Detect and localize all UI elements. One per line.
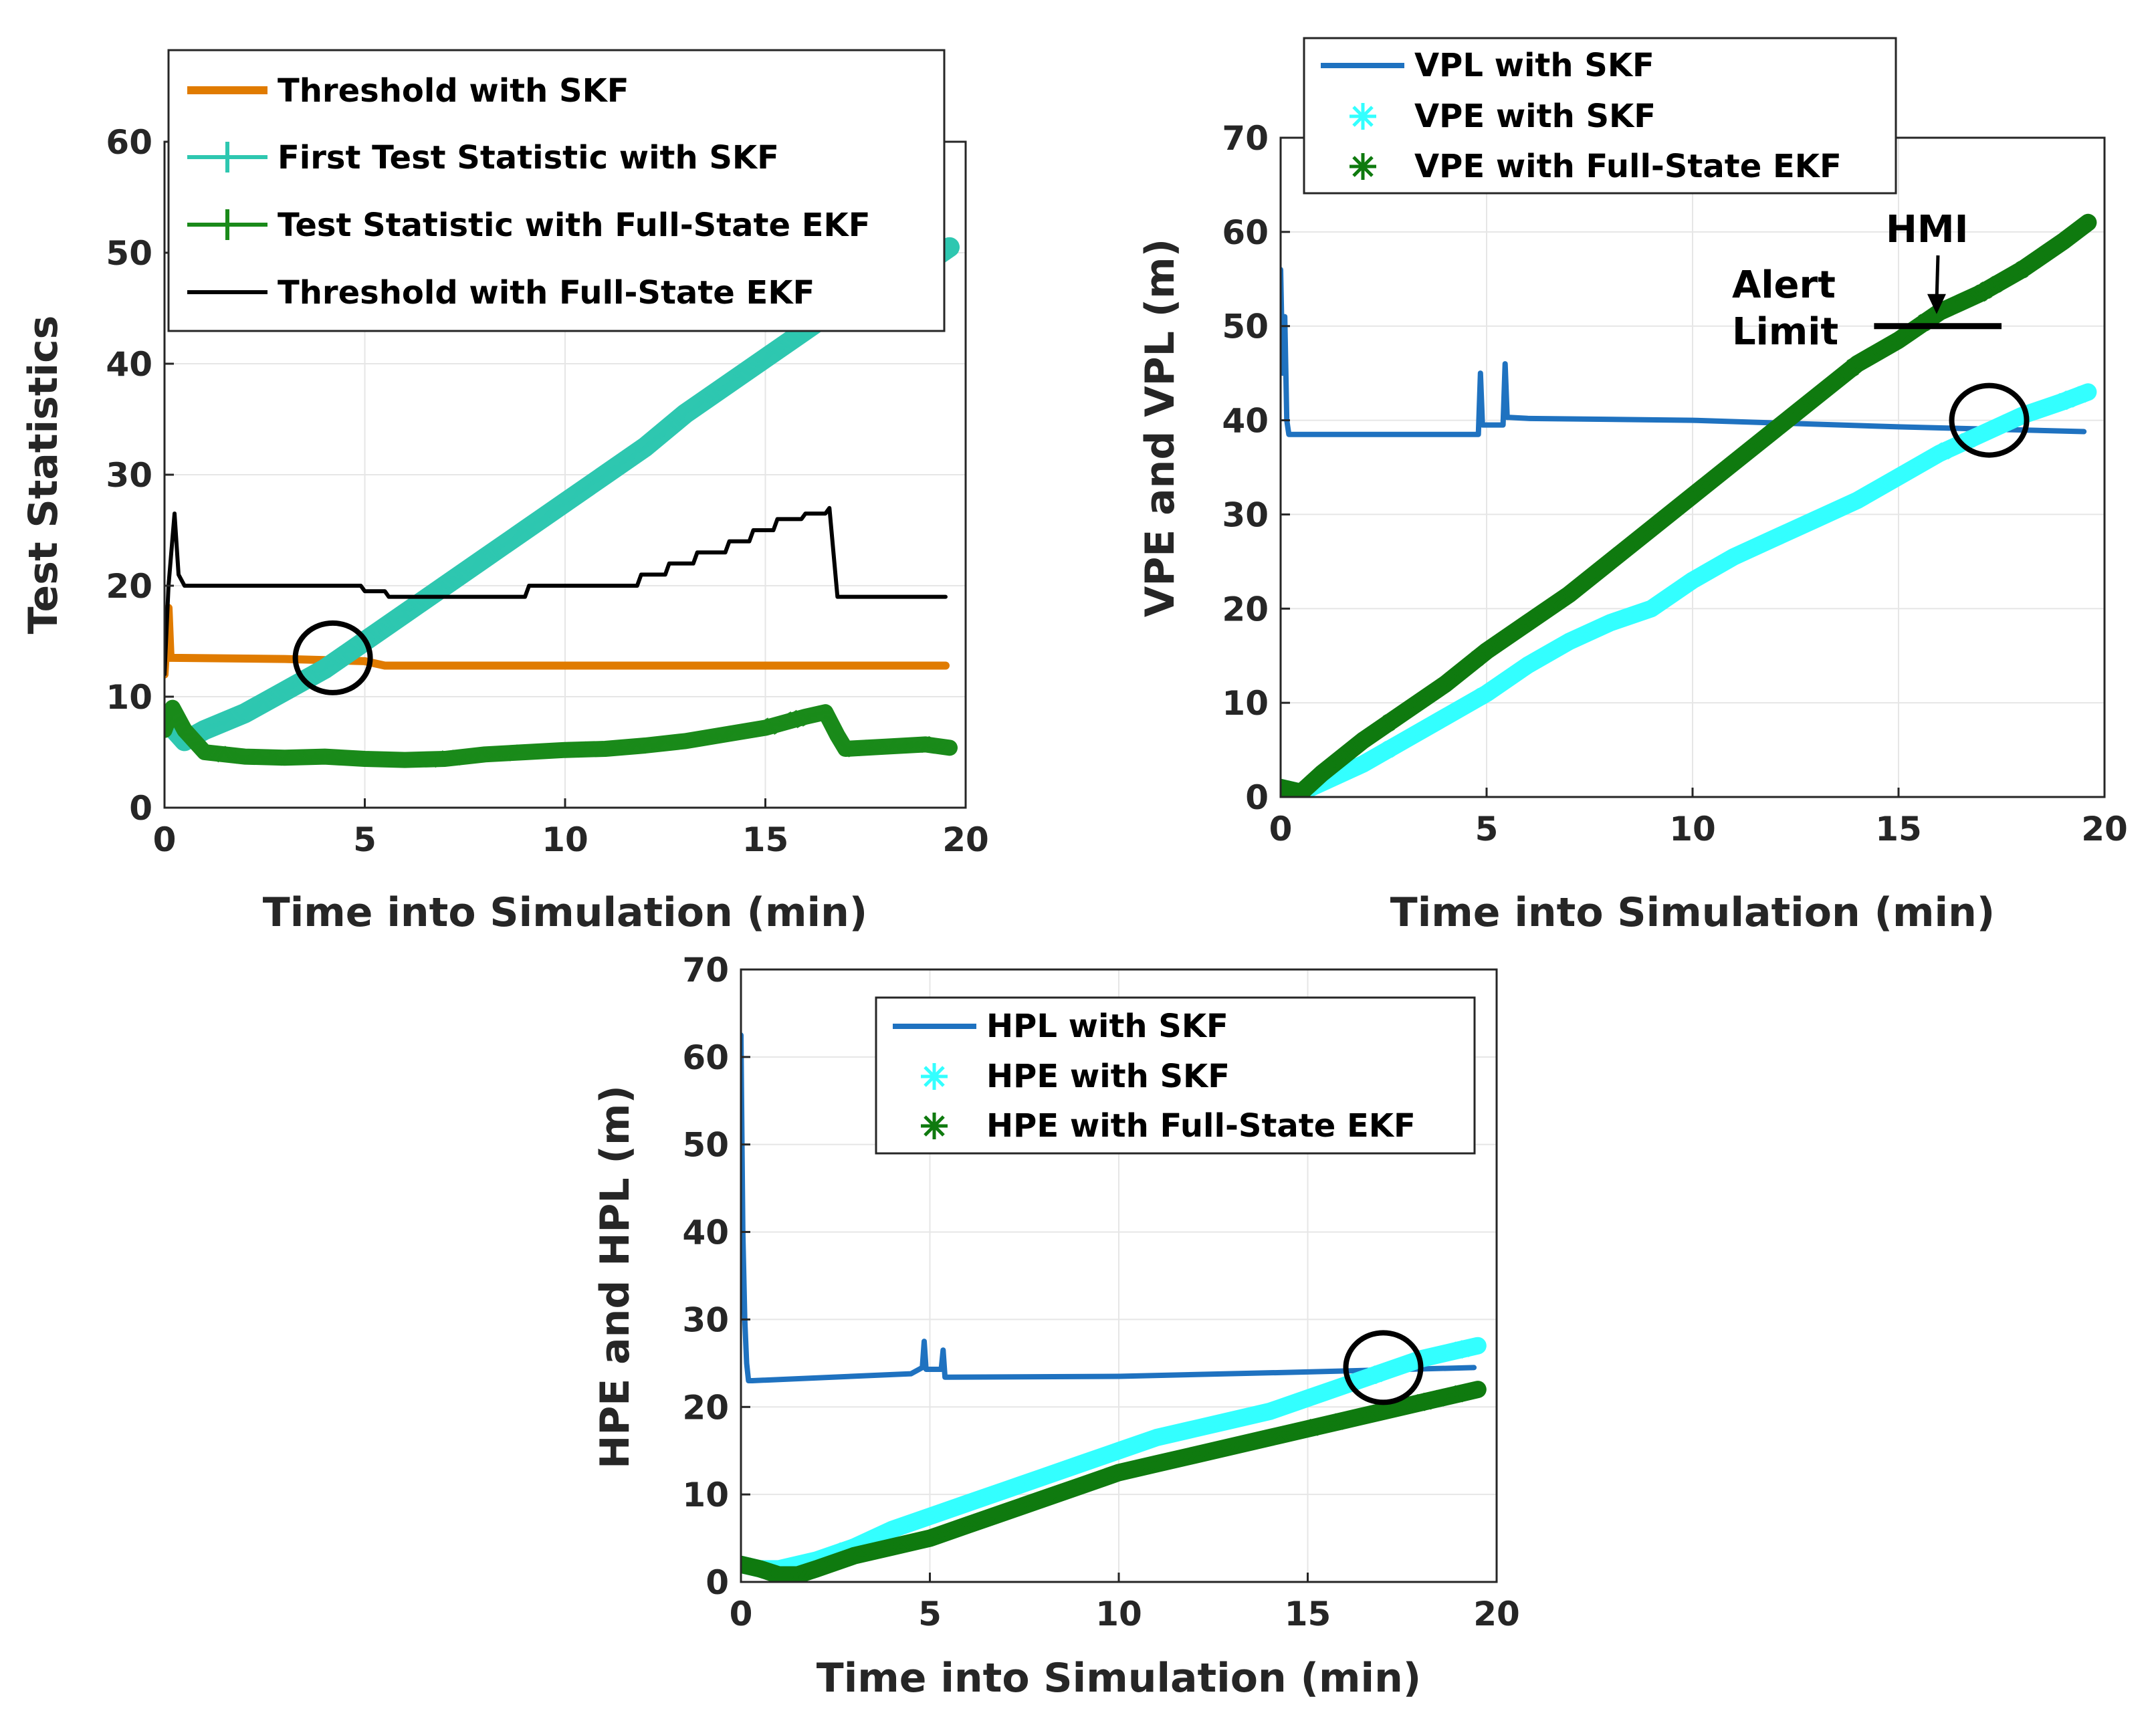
legend-marker-hpe-ekf [921,1113,948,1139]
y-tick-label: 10 [682,1476,729,1514]
chart-left-legend-box [167,49,946,332]
legend-label-threshold-skf: Threshold with SKF [278,72,629,110]
legend-marker-test-statistic-ekf [212,209,243,240]
chart-bottom-legend-box [875,996,1476,1155]
series-test-statistic-with-full-state-ekf-markers [165,701,950,768]
y-tick-label: 0 [129,789,152,828]
y-tick-label: 50 [1222,308,1269,346]
hpe-skf-star [921,1063,948,1090]
chart-bottom-ylabel: HPE and HPL (m) [592,1085,639,1469]
annotation-hmi: HMI [1886,208,1968,251]
chart-bottom-ticks: 0 5 10 15 20 0 10 20 30 40 50 60 70 [682,951,1519,1633]
y-tick-label: 70 [682,951,729,990]
chart-left-legend: Threshold with SKF First Test Statistic … [167,49,946,332]
chart-left-ylabel: Test Statistics [20,316,67,635]
x-tick-label: 0 [730,1595,753,1633]
series-threshold-with-full-state-ekf [165,505,948,677]
x-tick-label: 10 [1669,810,1716,848]
vpe-ekf-star [1350,153,1376,180]
annotation-alert-limit-line2: Limit [1732,310,1838,354]
x-tick-label: 15 [742,820,789,859]
y-tick-label: 30 [1222,495,1269,534]
y-tick-label: 40 [682,1214,729,1252]
legend-label-hpe-skf: HPE with SKF [986,1058,1230,1095]
y-tick-label: 20 [682,1388,729,1427]
x-tick-label: 10 [1095,1595,1142,1633]
legend-label-threshold-ekf: Threshold with Full-State EKF [278,274,815,312]
legend-label-vpl-skf: VPL with SKF [1414,47,1654,84]
chart-right-grid [1280,137,2105,798]
chart-right-xlabel: Time into Simulation (min) [1390,889,1995,936]
x-tick-label: 15 [1875,810,1922,848]
series-vpe-with-full-state-ekf-markers [1281,221,2089,797]
y-tick-label: 0 [706,1563,729,1602]
chart-right-legend: VPL with SKF VPE with SKF VPE with Full-… [1303,37,1897,195]
legend-label-vpe-ekf: VPE with Full-State EKF [1414,148,1842,185]
x-tick-label: 5 [918,1595,942,1633]
chart-left-ticks: 0 5 10 15 20 0 10 20 30 40 50 60 [106,123,988,859]
legend-label-vpe-skf: VPE with SKF [1414,98,1656,135]
chart-bottom-legend: HPL with SKF HPE with SKF HPE with Full-… [875,996,1476,1155]
chart-right-ylabel: VPE and VPL (m) [1137,239,1184,617]
series-hpe-with-full-state-ekf-markers [741,1385,1477,1582]
chart-bottom-xlabel: Time into Simulation (min) [817,1655,1421,1702]
y-tick-label: 30 [682,1300,729,1339]
y-tick-label: 50 [682,1126,729,1165]
x-tick-label: 0 [1269,810,1293,848]
y-tick-label: 40 [106,345,152,384]
y-tick-label: 10 [1222,684,1269,723]
series-vpe-with-skf [1281,383,2097,797]
series-threshold-with-skf [165,604,950,679]
legend-marker-hpe-skf [921,1063,948,1090]
hpe-ekf-star [921,1113,948,1139]
legend-label-first-test-statistic-skf: First Test Statistic with SKF [278,139,779,177]
y-tick-label: 10 [106,678,152,717]
chart-left: 0 5 10 15 20 0 10 20 30 40 50 60 Time into Simulati… [20,49,989,936]
x-tick-label: 10 [542,820,588,859]
y-tick-label: 60 [106,123,152,162]
legend-label-test-statistic-ekf: Test Statistic with Full-State EKF [278,207,871,244]
y-tick-label: 60 [682,1038,729,1077]
legend-label-hpl-skf: HPL with SKF [986,1008,1228,1045]
chart-right-series [1281,213,2097,797]
x-tick-label: 5 [1475,810,1499,848]
x-tick-label: 5 [353,820,376,859]
series-vpe-with-skf-markers [1281,386,2088,797]
x-tick-label: 20 [2081,810,2128,848]
highlight-circle [292,620,373,695]
y-tick-label: 0 [1245,778,1269,817]
highlight-circle [1949,382,2030,458]
legend-marker-first-test-statistic-skf [212,142,243,173]
legend-marker-vpe-skf [1350,103,1376,130]
chart-right-annotations: Alert Limit HMI [1732,208,2002,354]
y-tick-label: 20 [1222,590,1269,628]
chart-bottom: 0 5 10 15 20 0 10 20 30 40 50 60 70 Time into Simula… [592,951,1520,1702]
y-tick-label: 40 [1222,402,1269,441]
y-tick-label: 20 [106,567,152,606]
x-tick-label: 20 [1473,1595,1520,1633]
x-tick-label: 0 [153,820,177,859]
y-tick-label: 70 [1222,119,1269,158]
y-tick-label: 30 [106,456,152,495]
chart-left-xlabel: Time into Simulation (min) [263,889,867,936]
x-tick-label: 15 [1285,1595,1331,1633]
hmi-arrow-head [1927,294,1946,314]
legend-marker-vpe-ekf [1350,153,1376,180]
chart-right-ticks: 0 5 10 15 20 0 10 20 30 40 50 60 70 [1222,119,2127,848]
y-tick-label: 50 [106,234,152,273]
highlight-circle [1343,1330,1424,1405]
vpe-skf-star [1350,103,1376,130]
legend-label-hpe-ekf: HPE with Full-State EKF [986,1107,1416,1145]
x-tick-label: 20 [942,820,989,859]
series-hpl-with-skf [741,1032,1477,1383]
series-vpe-with-full-state-ekf [1281,213,2097,797]
y-tick-label: 60 [1222,213,1269,252]
chart-bottom-series [741,1032,1487,1582]
annotation-alert-limit-line1: Alert [1732,263,1836,307]
chart-right: 0 5 10 15 20 0 10 20 30 40 50 60 70 Time into Simula… [1137,37,2128,936]
